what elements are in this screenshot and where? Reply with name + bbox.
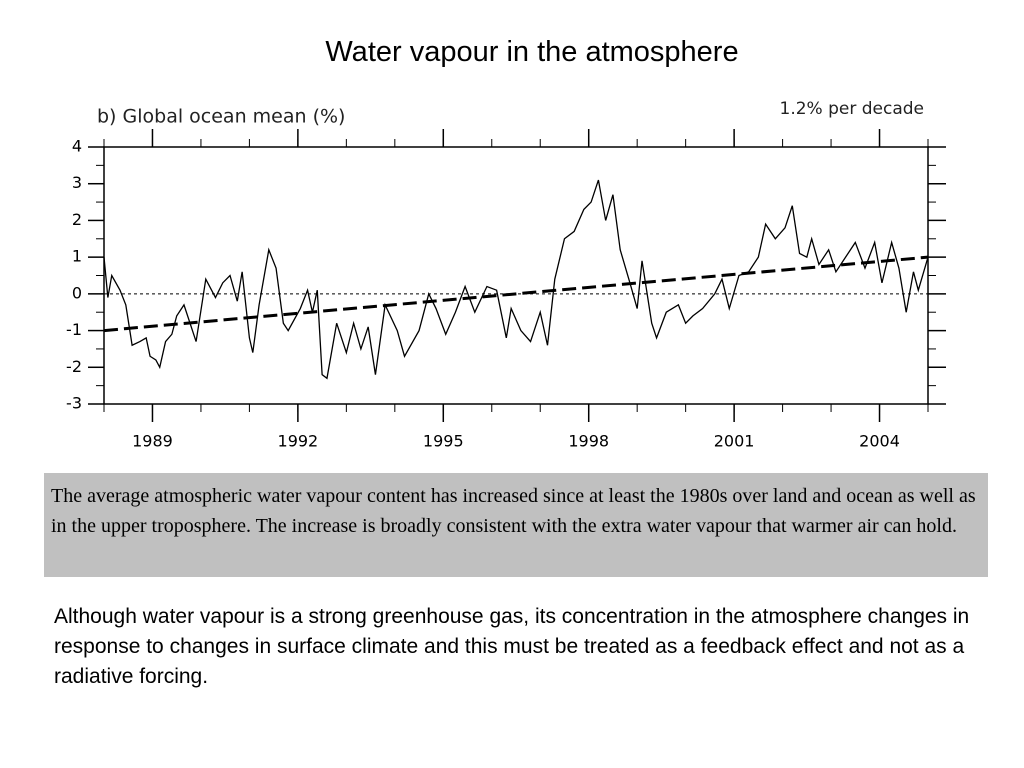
x-tick-label: 1989 <box>132 432 173 451</box>
data-line <box>103 179 929 380</box>
body-text: Although water vapour is a strong greenh… <box>54 605 970 688</box>
x-tick-label: 1998 <box>568 432 609 451</box>
y-tick-label: 3 <box>72 173 82 192</box>
trend-line <box>103 255 929 333</box>
y-tick-label: 1 <box>72 247 82 266</box>
slide-title: Water vapour in the atmosphere <box>325 36 739 68</box>
chart-title: b) Global ocean mean (%) <box>97 106 345 128</box>
x-tick-label: 2004 <box>859 432 900 451</box>
plot-frame <box>103 146 929 405</box>
x-tick-label: 1992 <box>278 432 319 451</box>
chart: b) Global ocean mean (%) 1.2% per decade… <box>66 99 946 451</box>
y-tick-label: -3 <box>66 394 82 413</box>
x-tick-label: 1995 <box>423 432 464 451</box>
highlight-box: The average atmospheric water vapour con… <box>44 473 988 577</box>
y-tick-label: 4 <box>72 137 82 156</box>
y-tick-label: 0 <box>72 283 82 302</box>
annotation: 1.2% per decade <box>780 99 925 119</box>
x-tick-label: 2001 <box>714 432 755 451</box>
y-tick-label: -2 <box>66 357 82 376</box>
y-tick-label: 2 <box>72 210 82 229</box>
y-tick-label: -1 <box>66 320 82 339</box>
